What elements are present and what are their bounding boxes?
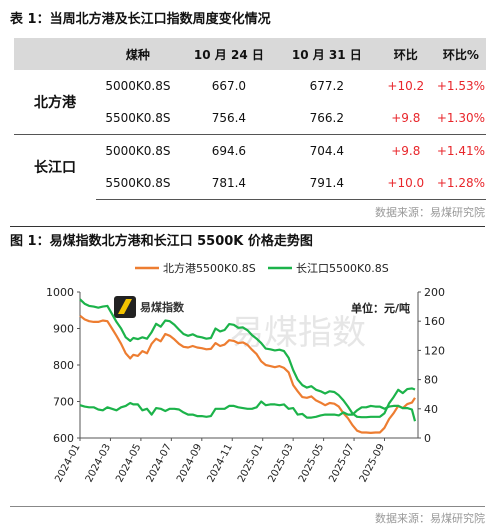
series-line-0 [79, 314, 416, 434]
x-tick-label: 2025-09 [358, 442, 387, 484]
y2-tick-label: 0 [424, 432, 431, 445]
cell-oct31: 677.2 [309, 79, 344, 93]
series-line-2 [79, 400, 417, 422]
header-chg: 环比 [375, 38, 436, 70]
logo-text: 易煤指数 [140, 300, 185, 314]
x-tick-label: 2025-07 [327, 442, 356, 484]
table-row: 长江口 5000K0.8S 694.6 704.4 +9.8 +1.41% [14, 134, 486, 200]
x-tick-label: 2024-11 [206, 442, 235, 484]
x-tick-label: 2024-09 [175, 442, 204, 484]
y2-tick-label: 40 [424, 403, 438, 416]
y-tick-label: 1000 [46, 286, 74, 299]
cell-coal: 5500K0.8S [105, 111, 171, 125]
header-oct31: 10 月 31 日 [277, 38, 376, 70]
figure-source: 数据来源：易煤研究院 [375, 512, 485, 525]
cell-chg: +10.0 [375, 167, 436, 200]
cell-chg: +9.8 [391, 111, 421, 125]
cell-pct: +1.53% [436, 79, 485, 93]
legend-label: 北方港5500K0.8S [163, 261, 256, 275]
cell-pct: +1.28% [435, 167, 486, 200]
cell-oct24: 781.4 [179, 167, 278, 200]
cell-oct31: 766.2 [309, 111, 344, 125]
header-oct24: 10 月 24 日 [179, 38, 278, 70]
table-caption: 表 1：当周北方港及长江口指数周度变化情况 [10, 12, 271, 27]
x-tick-label: 2025-03 [266, 442, 295, 484]
series-line-1 [79, 298, 416, 419]
cell-oct24: 694.6 [179, 134, 278, 167]
price-chart: 易煤指数易煤指数60070080090010000408012016020020… [46, 261, 445, 484]
region-label: 长江口 [14, 134, 96, 200]
logo-mark-icon [118, 299, 132, 314]
x-tick-label: 2024-03 [84, 442, 113, 484]
cell-coal: 5000K0.8S [95, 134, 180, 167]
price-change-table: 煤种 10 月 24 日 10 月 31 日 环比 环比% 北方港 5000K0… [14, 38, 486, 200]
y2-tick-label: 160 [424, 315, 445, 328]
x-tick-label: 2024-07 [145, 442, 174, 484]
unit-label: 单位：元/吨 [351, 301, 410, 315]
header-region [14, 38, 96, 70]
footer-divider [10, 506, 485, 507]
cell-chg: +9.8 [375, 134, 436, 167]
x-tick-label: 2025-05 [297, 442, 326, 484]
legend-label: 长江口5500K0.8S [296, 262, 389, 275]
table-row: 北方港 5000K0.8S 667.0 677.2 +10.2 +1.53% [14, 70, 486, 111]
figure-caption: 图 1：易煤指数北方港和长江口 5500K 价格走势图 [10, 234, 313, 249]
cell-coal: 5000K0.8S [105, 79, 171, 93]
table-row: 5500K0.8S 756.4 766.2 +9.8 +1.30% [14, 102, 486, 135]
cell-oct31: 704.4 [277, 134, 376, 167]
cell-coal: 5500K0.8S [95, 167, 180, 200]
watermark-text: 易煤指数 [230, 313, 366, 353]
cell-pct: +1.30% [436, 111, 485, 125]
header-pct: 环比% [435, 38, 486, 70]
table-row: 5500K0.8S 781.4 791.4 +10.0 +1.28% [14, 167, 486, 200]
cell-oct24: 667.0 [211, 79, 247, 93]
y-tick-label: 700 [53, 396, 74, 409]
y2-tick-label: 200 [424, 286, 445, 299]
cell-oct24: 756.4 [211, 111, 247, 125]
y-tick-label: 800 [53, 359, 74, 372]
y2-tick-label: 80 [424, 374, 438, 387]
x-tick-label: 2025-01 [236, 442, 265, 484]
header-coal: 煤种 [95, 38, 180, 70]
table-header-row: 煤种 10 月 24 日 10 月 31 日 环比 环比% [14, 38, 486, 70]
cell-pct: +1.41% [435, 134, 486, 167]
y-tick-label: 600 [53, 432, 74, 445]
cell-oct31: 791.4 [277, 167, 376, 200]
table-source: 数据来源：易煤研究院 [375, 206, 485, 219]
y2-tick-label: 120 [424, 344, 445, 357]
figure-divider [10, 226, 485, 227]
region-label: 北方港 [33, 95, 76, 111]
x-tick-label: 2024-01 [53, 442, 82, 484]
y-tick-label: 900 [53, 323, 74, 336]
cell-chg: +10.2 [387, 79, 425, 93]
x-tick-label: 2024-05 [114, 442, 143, 484]
